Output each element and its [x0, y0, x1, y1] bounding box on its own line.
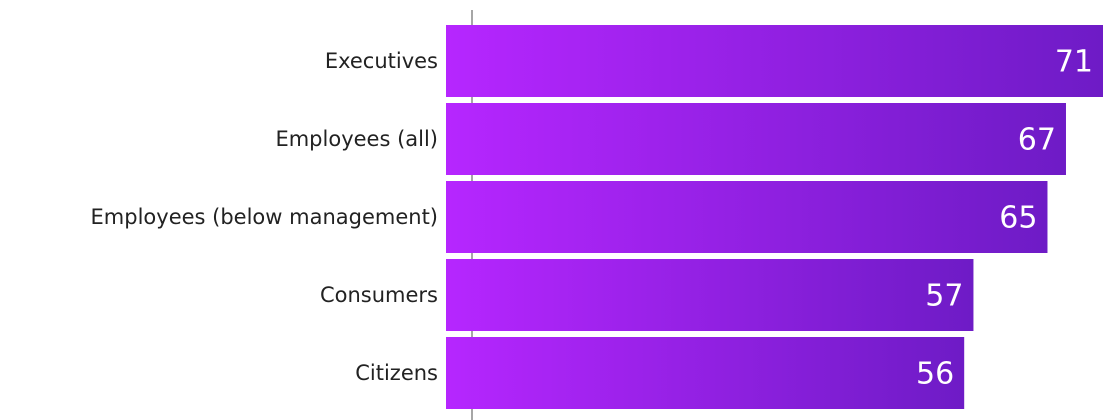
bar	[446, 25, 1103, 97]
category-label: Employees (all)	[275, 127, 438, 151]
bar	[446, 337, 965, 409]
bar	[446, 181, 1048, 253]
value-label: 71	[1055, 45, 1093, 80]
value-label: 65	[999, 201, 1037, 236]
value-label: 57	[925, 279, 963, 314]
category-label: Employees (below management)	[91, 205, 438, 229]
bar	[446, 103, 1066, 175]
category-label: Consumers	[320, 283, 438, 307]
value-label: 56	[916, 357, 954, 392]
value-label: 67	[1018, 123, 1056, 158]
category-label: Citizens	[355, 361, 438, 385]
bar	[446, 259, 974, 331]
category-label: Executives	[325, 49, 438, 73]
